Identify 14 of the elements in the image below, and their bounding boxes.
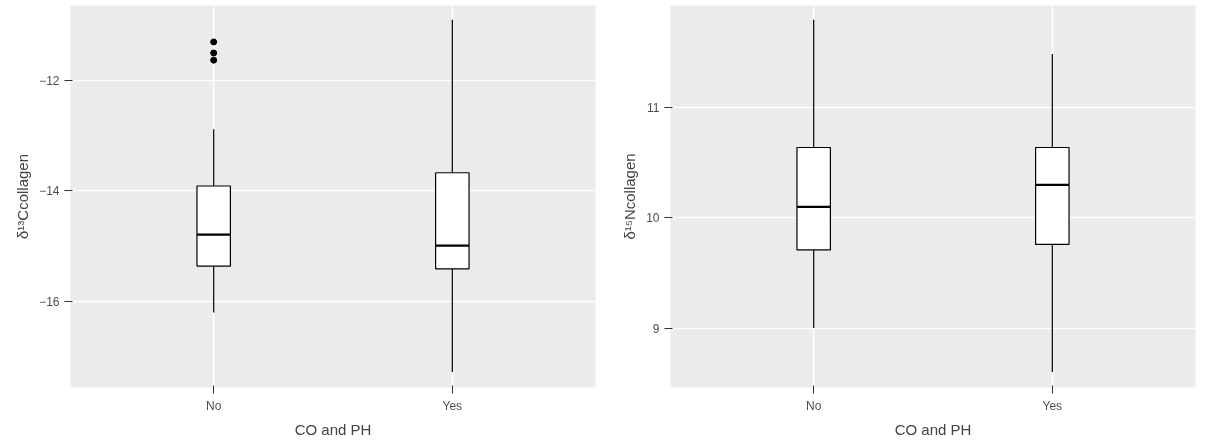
y-axis-title: δ¹³Ccollagen [14, 153, 32, 240]
x-tick-label: No [206, 398, 222, 413]
x-tick-label: No [806, 398, 822, 413]
y-tick-label: −14 [39, 184, 60, 199]
x-tick-label: Yes [442, 398, 463, 413]
y-tick-label: 11 [647, 101, 660, 116]
y-tick-label: −16 [39, 294, 60, 309]
y-tick-label: −12 [39, 74, 60, 89]
y-tick-label: 9 [652, 321, 660, 336]
x-axis-title: CO and PH [294, 420, 372, 438]
y-tick-label: 10 [646, 211, 660, 226]
x-tick-label: Yes [1042, 398, 1063, 413]
y-axis-title: δ¹⁵Ncollagen [621, 153, 639, 240]
x-axis-title: CO and PH [894, 420, 972, 438]
